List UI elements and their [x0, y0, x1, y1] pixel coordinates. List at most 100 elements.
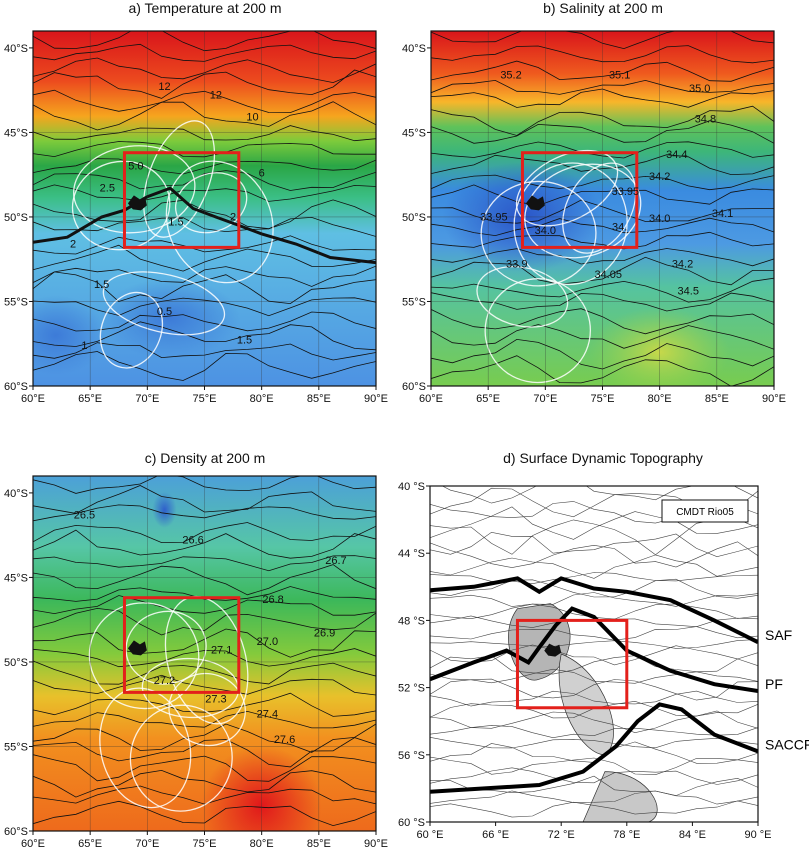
bathymetry-contour — [99, 291, 164, 369]
cold-pool — [33, 295, 106, 376]
contour-label: 34.2 — [672, 259, 693, 271]
bathymetry-contour — [129, 704, 233, 812]
x-tick-label: 70°E — [135, 393, 159, 405]
contour-label: 6 — [259, 167, 265, 179]
bathymetry-contour — [484, 278, 592, 384]
contour-line — [430, 756, 758, 776]
front-label: SACCF — [765, 736, 809, 752]
axes-3: 60 °E 66 °E 72 °E 78 °E 84 °E 90 °E 40 °S 44 °S… — [398, 481, 772, 841]
axes-2: 60°E 65°E 70°E 75°E 80°E 85°E 90°E 40°S 45°S 50°S… — [4, 488, 388, 850]
plot-area-1: 35.2 35.1 35.0 34.8 34.4 34.2 33.95 33.95 34.0 34… — [431, 31, 774, 386]
x-tick-label: 90°E — [762, 393, 786, 405]
x-tick-label: 66 °E — [482, 829, 509, 841]
contour-label: 34.2 — [649, 171, 670, 183]
contour-line — [430, 710, 758, 734]
light-eddy — [152, 491, 177, 528]
axes-1: 60°E 65°E 70°E 75°E 80°E 85°E 90°E 40°S 45°S 50°S… — [402, 43, 786, 405]
plot-area-0: 12 12 10 6 5.0 2.5 1.5 2 2 1.5 0.5 1 1.5 — [33, 31, 376, 386]
contour-label: 34.0 — [649, 213, 670, 225]
contour-line — [430, 531, 758, 558]
axes-0: 60°E 65°E 70°E 75°E 80°E 85°E 90°E 40°S 45°S 50°S… — [4, 43, 388, 405]
panel-title: b) Salinity at 200 m — [543, 0, 663, 16]
contour-label: 34.0 — [535, 225, 556, 237]
panel-salinity: b) Salinity at 200 m — [400, 0, 809, 420]
y-tick-label: 45°S — [4, 572, 28, 584]
contour-label: 34.4 — [666, 149, 687, 161]
contour-label: 2 — [70, 238, 76, 250]
contour-label: 33.9 — [506, 259, 527, 271]
x-tick-label: 85°E — [307, 838, 331, 850]
y-tick-label: 45°S — [4, 127, 28, 139]
x-tick-label: 72 °E — [548, 829, 575, 841]
island — [544, 643, 562, 657]
bathymetry-contour — [143, 120, 216, 238]
y-tick-label: 55°S — [402, 296, 426, 308]
legend-box — [661, 499, 749, 523]
contour-label: 26.6 — [182, 535, 203, 547]
y-tick-label: 60°S — [4, 826, 28, 838]
x-tick-label: 70°E — [533, 393, 557, 405]
contour-label: 12 — [158, 81, 170, 93]
panel-dynamic-topography: d) Surface Dynamic Topography — [400, 445, 809, 850]
front-label: SAF — [765, 627, 792, 643]
study-box — [122, 596, 241, 694]
panel-frame — [429, 485, 759, 823]
contour-line — [430, 800, 758, 818]
study-box — [515, 618, 629, 710]
contour-label: 27.4 — [257, 709, 278, 721]
x-tick-label: 75°E — [591, 393, 615, 405]
x-tick-label: 80°E — [648, 393, 672, 405]
x-tick-label: 75°E — [193, 838, 217, 850]
x-tick-label: 65°E — [78, 838, 102, 850]
x-tick-label: 60 °E — [416, 829, 443, 841]
contour-label: 5.0 — [128, 161, 143, 173]
y-tick-label: 40°S — [4, 43, 28, 55]
y-tick-label: 60°S — [4, 381, 28, 393]
y-tick-label: 44 °S — [398, 548, 425, 560]
contour-label: 34.1 — [712, 208, 733, 220]
bathymetry-contour — [102, 271, 226, 336]
y-tick-label: 50°S — [4, 212, 28, 224]
y-tick-label: 55°S — [4, 296, 28, 308]
background — [430, 486, 758, 822]
bathymetry-contour — [165, 160, 274, 284]
x-tick-label: 65°E — [476, 393, 500, 405]
bathymetry-contour — [125, 610, 207, 685]
island — [525, 195, 545, 211]
contour-line — [430, 690, 758, 707]
contour-label: 27.2 — [154, 675, 175, 687]
contour-label: 35.2 — [500, 69, 521, 81]
y-tick-label: 50°S — [4, 657, 28, 669]
y-tick-label: 45°S — [402, 127, 426, 139]
contour-label: 12 — [210, 90, 222, 102]
y-tick-label: 55°S — [4, 741, 28, 753]
x-tick-label: 84 °E — [679, 829, 706, 841]
contour-label: 33.95 — [612, 186, 640, 198]
x-tick-label: 78 °E — [613, 829, 640, 841]
front-line — [430, 576, 758, 644]
x-tick-label: 60°E — [21, 393, 45, 405]
contour-label: 2 — [230, 211, 236, 223]
contour-line — [430, 554, 758, 579]
contour-label: 26.7 — [325, 555, 346, 567]
y-tick-label: 48 °S — [398, 615, 425, 627]
study-box — [520, 151, 639, 249]
contour-line — [430, 668, 758, 684]
plot-area-2: 26.5 26.6 26.7 26.8 26.9 27.1 27.0 27.2 27.3 27.4… — [33, 476, 376, 831]
x-tick-label: 70°E — [135, 838, 159, 850]
y-tick-label: 60 °S — [398, 817, 425, 829]
bathymetry-contour — [168, 672, 246, 747]
x-tick-label: 80°E — [250, 838, 274, 850]
bathymetry-contour — [515, 149, 619, 227]
contour-label: 27.0 — [257, 636, 278, 648]
contour-label: 26.5 — [74, 509, 95, 521]
x-tick-label: 60°E — [419, 393, 443, 405]
contour-line — [430, 767, 758, 785]
bathymetry-contour — [480, 180, 597, 287]
x-tick-label: 85°E — [307, 393, 331, 405]
contour-label: 27.6 — [274, 734, 295, 746]
contour-line — [430, 541, 758, 568]
contour-label: 2.5 — [100, 183, 115, 195]
bathymetry-contour — [562, 162, 637, 254]
